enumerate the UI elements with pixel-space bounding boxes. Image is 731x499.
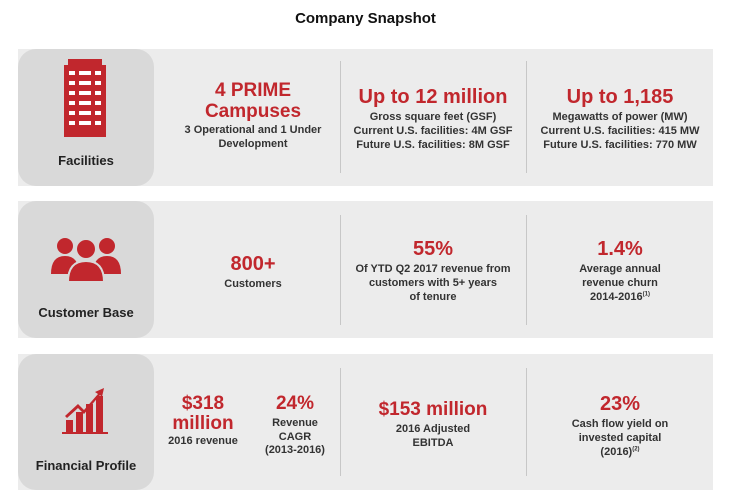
cash-flow-cell: 23% Cash flow yield on invested capital … [527, 394, 713, 459]
financial-profile-label: Financial Profile [35, 458, 137, 473]
cagr-text-2: CAGR [278, 430, 312, 443]
divider [526, 368, 527, 476]
divider [526, 61, 527, 173]
cash-flow-text-2: invested capital [578, 431, 662, 444]
ebitda-headline: $153 million [378, 399, 488, 420]
tenure-text-1: Of YTD Q2 2017 revenue from [355, 263, 511, 275]
mw-text-1: Megawatts of power (MW) [552, 111, 688, 123]
revenue-text: 2016 revenue [168, 434, 238, 447]
campuses-text-1: 3 Operational and 1 Under [184, 123, 322, 136]
divider [526, 215, 527, 325]
churn-headline: 1.4% [597, 238, 643, 260]
facilities-label: Facilities [58, 153, 114, 168]
churn-text-3: 2014-2016 [590, 290, 643, 303]
gsf-text-1: Gross square feet (GSF) [369, 111, 497, 123]
churn-text-3-line: 2014-2016(1) [527, 291, 713, 305]
building-icon [62, 59, 108, 142]
tenure-cell: 55% Of YTD Q2 2017 revenue from customer… [341, 239, 525, 304]
cagr-cell: 24% Revenue CAGR (2013-2016) [254, 394, 336, 458]
churn-text-1: Average annual [579, 263, 661, 275]
footnote-2: (2) [632, 445, 640, 452]
cash-flow-text-3-line: (2016)(2) [527, 446, 713, 460]
facilities-card: Facilities [18, 49, 154, 186]
tenure-text-3: of tenure [409, 290, 457, 303]
ebitda-cell: $153 million 2016 Adjusted EBITDA [341, 400, 525, 450]
customers-headline: 800+ [230, 253, 276, 275]
tenure-headline: 55% [412, 238, 454, 260]
revenue-cell: $318 million 2016 revenue [160, 394, 246, 449]
financial-profile-row: Financial Profile $318 million 2016 reve… [18, 354, 713, 490]
mw-text-3: Future U.S. facilities: 770 MW [543, 138, 697, 151]
customers-cell: 800+ Customers [164, 254, 342, 292]
divider [340, 368, 341, 476]
revenue-headline-1: $318 [181, 393, 225, 414]
mw-headline: Up to 1,185 [566, 86, 674, 108]
cash-flow-headline: 23% [599, 393, 641, 415]
footnote-1: (1) [642, 290, 650, 297]
financial-profile-card: Financial Profile [18, 354, 154, 490]
divider [340, 61, 341, 173]
bar-chart-growth-icon [62, 386, 108, 439]
cagr-text-3: (2013-2016) [265, 444, 325, 457]
customers-text: Customers [224, 278, 282, 290]
revenue-headline-2: million [172, 412, 234, 434]
cagr-headline: 24% [275, 393, 315, 414]
ebitda-text-1: 2016 Adjusted [395, 422, 471, 435]
mw-text-2: Current U.S. facilities: 415 MW [540, 124, 700, 137]
campuses-headline-1: 4 PRIME [214, 80, 292, 101]
page-title: Company Snapshot [295, 10, 436, 27]
campuses-headline-2: Campuses [204, 100, 302, 122]
facilities-row: Facilities 4 PRIME Campuses 3 Operationa… [18, 49, 713, 186]
customer-base-card: Customer Base [18, 201, 154, 338]
customer-base-row: Customer Base 800+ Customers 55% Of YTD … [18, 201, 713, 338]
gsf-text-2: Current U.S. facilities: 4M GSF [353, 124, 513, 137]
cash-flow-text-3: (2016) [600, 445, 633, 458]
campuses-cell: 4 PRIME Campuses 3 Operational and 1 Und… [164, 81, 342, 151]
churn-cell: 1.4% Average annual revenue churn 2014-2… [527, 239, 713, 304]
gsf-cell: Up to 12 million Gross square feet (GSF)… [341, 87, 525, 152]
people-group-icon [51, 234, 121, 287]
campuses-text-2: Development [218, 137, 288, 150]
divider [340, 215, 341, 325]
gsf-text-3: Future U.S. facilities: 8M GSF [356, 138, 510, 151]
churn-text-2: revenue churn [582, 276, 658, 289]
cash-flow-text-1: Cash flow yield on [571, 418, 669, 430]
mw-cell: Up to 1,185 Megawatts of power (MW) Curr… [527, 87, 713, 152]
gsf-headline: Up to 12 million [358, 86, 508, 108]
customer-base-label: Customer Base [38, 305, 134, 320]
tenure-text-2: customers with 5+ years [368, 276, 498, 289]
ebitda-text-2: EBITDA [412, 436, 454, 449]
cagr-text-1: Revenue [272, 416, 318, 429]
